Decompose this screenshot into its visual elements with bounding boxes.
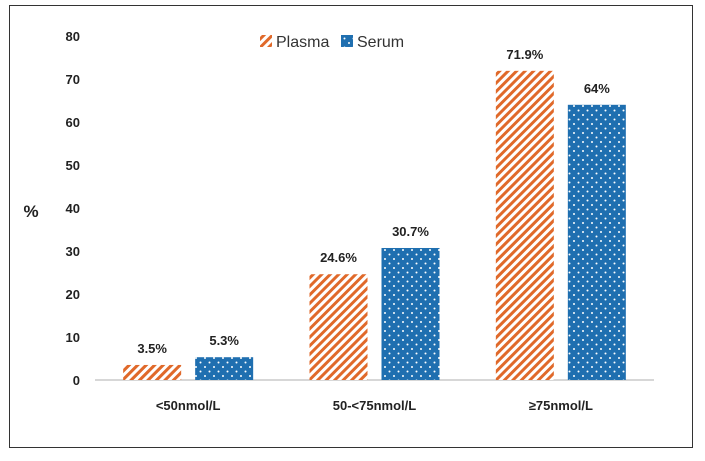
data-label-serum: 64% bbox=[584, 81, 610, 96]
bar-plasma bbox=[123, 364, 182, 380]
legend-label-plasma: Plasma bbox=[276, 34, 329, 51]
data-label-plasma: 24.6% bbox=[320, 250, 357, 265]
y-tick-label: 40 bbox=[66, 201, 80, 216]
bars bbox=[123, 70, 626, 381]
y-tick-label: 60 bbox=[66, 115, 80, 130]
x-tick-label: <50nmol/L bbox=[156, 398, 221, 413]
bar-plasma bbox=[309, 274, 368, 380]
y-axis-ticks: 0 10 20 30 40 50 60 70 80 bbox=[66, 29, 80, 388]
y-tick-label: 0 bbox=[73, 373, 80, 388]
legend: Plasma Serum bbox=[260, 34, 404, 51]
data-label-plasma: 3.5% bbox=[137, 341, 167, 356]
y-tick-label: 30 bbox=[66, 244, 80, 259]
y-tick-label: 70 bbox=[66, 72, 80, 87]
x-tick-label: ≥75nmol/L bbox=[529, 398, 593, 413]
data-label-serum: 30.7% bbox=[392, 224, 429, 239]
legend-swatch-plasma bbox=[260, 35, 272, 47]
legend-label-serum: Serum bbox=[357, 34, 404, 51]
x-axis-ticks: <50nmol/L 50-<75nmol/L ≥75nmol/L bbox=[156, 398, 593, 413]
bar-serum bbox=[195, 357, 254, 380]
legend-swatch-serum bbox=[341, 35, 353, 47]
data-label-serum: 5.3% bbox=[209, 333, 239, 348]
bar-serum bbox=[381, 247, 440, 380]
y-tick-label: 10 bbox=[66, 330, 80, 345]
bar-serum bbox=[567, 104, 626, 381]
data-labels: 3.5% 5.3% 24.6% 30.7% 71.9% 64% bbox=[137, 47, 610, 356]
data-label-plasma: 71.9% bbox=[506, 47, 543, 62]
y-axis-label: % bbox=[23, 202, 38, 221]
y-tick-label: 20 bbox=[66, 287, 80, 302]
y-tick-label: 80 bbox=[66, 29, 80, 44]
y-tick-label: 50 bbox=[66, 158, 80, 173]
x-tick-label: 50-<75nmol/L bbox=[333, 398, 417, 413]
bar-plasma bbox=[495, 70, 554, 380]
